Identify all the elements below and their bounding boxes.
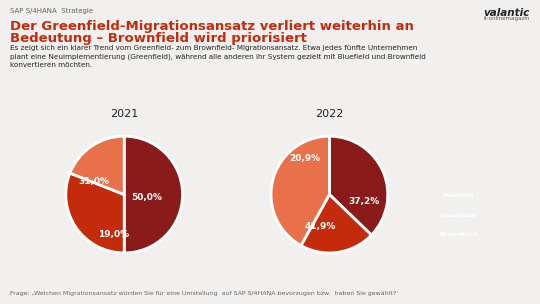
Wedge shape [70, 136, 124, 195]
Text: 50,0%: 50,0% [131, 193, 162, 202]
Text: 19,0%: 19,0% [98, 230, 129, 239]
Text: Brownfield: Brownfield [439, 232, 477, 237]
Text: plant eine Neuimplementierung (Greenfield), während alle anderen ihr System gezi: plant eine Neuimplementierung (Greenfiel… [10, 54, 426, 60]
Wedge shape [329, 136, 388, 235]
Wedge shape [271, 136, 329, 246]
Title: 2021: 2021 [110, 109, 138, 119]
Text: Frage: „Welchen Migrationsansatz würden Sie für eine Umstellung  auf SAP S/4HANA: Frage: „Welchen Migrationsansatz würden … [10, 291, 398, 296]
Text: Es zeigt sich ein klarer Trend vom Greenfield- zum Brownfield- Migrationsansatz.: Es zeigt sich ein klarer Trend vom Green… [10, 45, 417, 51]
Text: 20,9%: 20,9% [289, 154, 320, 163]
Title: 2022: 2022 [315, 109, 343, 119]
Text: Greenfield: Greenfield [440, 213, 477, 218]
Text: 37,2%: 37,2% [349, 197, 380, 206]
Text: Bluefield: Bluefield [442, 193, 474, 198]
Text: it-onlinemagazin: it-onlinemagazin [484, 16, 530, 21]
Text: Bedeutung – Brownfield wird priorisiert: Bedeutung – Brownfield wird priorisiert [10, 32, 307, 45]
Text: 31,0%: 31,0% [78, 177, 109, 186]
Text: Der Greenfield-Migrationsansatz verliert weiterhin an: Der Greenfield-Migrationsansatz verliert… [10, 20, 414, 33]
Text: 41,9%: 41,9% [305, 222, 336, 231]
Wedge shape [66, 173, 124, 253]
Text: konvertieren möchten.: konvertieren möchten. [10, 62, 92, 68]
Wedge shape [301, 195, 372, 253]
Wedge shape [124, 136, 183, 253]
Text: valantic: valantic [484, 8, 530, 18]
Text: SAP S/4HANA  Strategie: SAP S/4HANA Strategie [10, 8, 93, 14]
